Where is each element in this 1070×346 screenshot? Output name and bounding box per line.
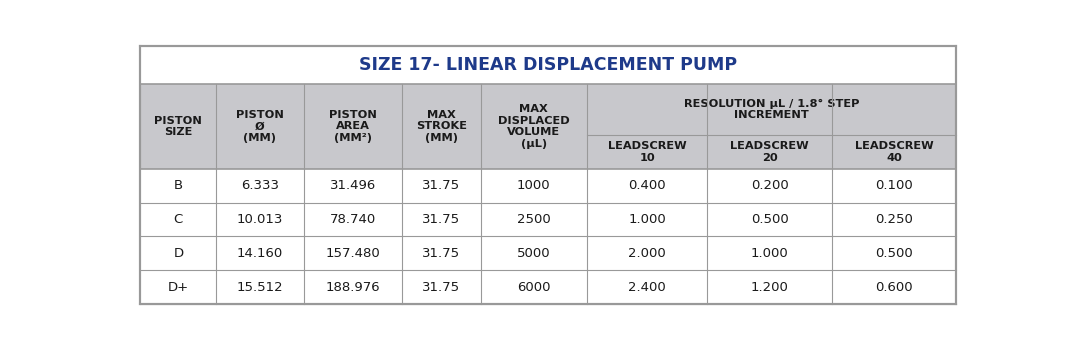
Text: MAX
STROKE
(MM): MAX STROKE (MM) (416, 110, 467, 143)
Text: 31.75: 31.75 (423, 281, 460, 294)
Bar (140, 84, 957, 169)
Text: 2500: 2500 (517, 213, 551, 226)
Text: 0.600: 0.600 (875, 281, 913, 294)
Text: 0.500: 0.500 (875, 247, 913, 260)
Text: 1.000: 1.000 (628, 213, 666, 226)
Text: 14.160: 14.160 (236, 247, 284, 260)
Text: 31.75: 31.75 (423, 247, 460, 260)
Bar (140, 237, 957, 270)
Text: 0.400: 0.400 (628, 180, 666, 192)
Text: 2.400: 2.400 (628, 281, 666, 294)
Text: C: C (173, 213, 183, 226)
Bar (140, 169, 957, 203)
Text: SIZE 17- LINEAR DISPLACEMENT PUMP: SIZE 17- LINEAR DISPLACEMENT PUMP (360, 56, 737, 74)
Text: 1000: 1000 (517, 180, 550, 192)
Text: B: B (173, 180, 183, 192)
Text: 2.000: 2.000 (628, 247, 666, 260)
Text: 31.75: 31.75 (423, 180, 460, 192)
Text: LEADSCREW
40: LEADSCREW 40 (855, 141, 933, 163)
Text: 78.740: 78.740 (330, 213, 376, 226)
Text: 5000: 5000 (517, 247, 550, 260)
Text: 31.496: 31.496 (330, 180, 376, 192)
Text: 1.200: 1.200 (750, 281, 789, 294)
Text: MAX
DISPLACED
VOLUME
(μL): MAX DISPLACED VOLUME (μL) (498, 104, 569, 149)
Text: D+: D+ (168, 281, 189, 294)
Text: 31.75: 31.75 (423, 213, 460, 226)
Text: LEADSCREW
20: LEADSCREW 20 (730, 141, 809, 163)
Text: PISTON
Ø
(MM): PISTON Ø (MM) (236, 110, 284, 143)
Text: 0.200: 0.200 (751, 180, 789, 192)
Text: 15.512: 15.512 (236, 281, 284, 294)
Bar (140, 46, 957, 84)
Text: 0.250: 0.250 (875, 213, 913, 226)
Text: 6.333: 6.333 (241, 180, 279, 192)
Text: 157.480: 157.480 (325, 247, 380, 260)
Text: 10.013: 10.013 (236, 213, 284, 226)
Text: 6000: 6000 (517, 281, 550, 294)
Text: 188.976: 188.976 (325, 281, 380, 294)
Bar (140, 270, 957, 304)
Text: 1.000: 1.000 (751, 247, 789, 260)
Bar (140, 203, 957, 237)
Text: PISTON
SIZE: PISTON SIZE (154, 116, 202, 137)
Text: RESOLUTION μL / 1.8° STEP
INCREMENT: RESOLUTION μL / 1.8° STEP INCREMENT (684, 99, 859, 120)
Text: D: D (173, 247, 183, 260)
Text: PISTON
AREA
(MM²): PISTON AREA (MM²) (328, 110, 377, 143)
Text: 0.100: 0.100 (875, 180, 913, 192)
Text: 0.500: 0.500 (751, 213, 789, 226)
Text: LEADSCREW
10: LEADSCREW 10 (608, 141, 687, 163)
